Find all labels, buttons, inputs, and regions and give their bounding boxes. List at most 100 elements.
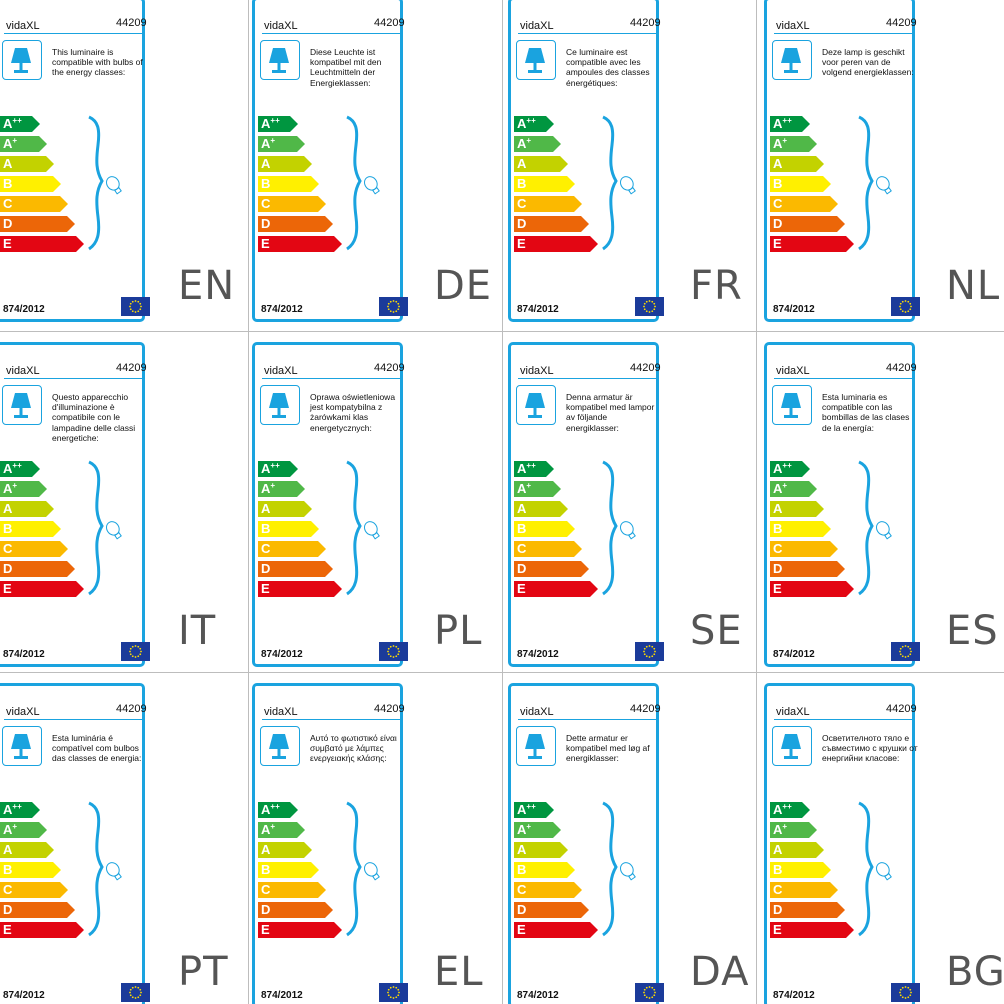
energy-class-bar xyxy=(770,116,810,132)
energy-class-arrow: E xyxy=(514,922,598,938)
energy-class-plus: + xyxy=(12,481,18,490)
eu-flag-icon xyxy=(379,983,408,1002)
energy-class-letter: E xyxy=(517,236,526,251)
energy-class-bar xyxy=(770,156,824,172)
energy-class-arrow: A+ xyxy=(258,481,305,497)
energy-class-bar xyxy=(0,156,54,172)
energy-class-letter: E xyxy=(261,236,270,251)
lamp-icon xyxy=(11,393,31,418)
brand-name: vidaXL xyxy=(520,20,554,32)
header-rule xyxy=(4,378,145,379)
energy-class-plus: ++ xyxy=(782,461,792,470)
energy-class-arrow: A++ xyxy=(514,802,554,818)
energy-class-bar xyxy=(0,882,68,898)
language-code: EN xyxy=(178,263,236,309)
regulation-number: 874/2012 xyxy=(3,990,45,1001)
language-code: FR xyxy=(690,263,743,309)
compatibility-text: Ce luminaire est compatible avec les amp… xyxy=(566,47,650,88)
bracket-icon xyxy=(858,801,892,937)
label-cell-bg: vidaXL 44209 Осветителното тяло е съвмести… xyxy=(757,683,1004,1004)
energy-class-bar xyxy=(770,882,838,898)
bracket-icon xyxy=(346,115,380,251)
header-rule xyxy=(518,378,659,379)
product-code: 44209 xyxy=(886,362,917,374)
energy-class-arrow: A+ xyxy=(0,481,47,497)
energy-class-letter: E xyxy=(261,581,270,596)
label-cell-pt: vidaXL 44209 Esta luminária é compatível c… xyxy=(0,683,248,1004)
energy-class-plus: + xyxy=(782,136,788,145)
energy-class-bar xyxy=(0,822,47,838)
energy-class-letter: C xyxy=(261,882,271,897)
energy-class-letter: B xyxy=(773,176,783,191)
grid-divider-horizontal xyxy=(0,331,1004,332)
energy-class-letter: A xyxy=(517,156,527,171)
label-cell-el: vidaXL 44209 Αυτό το φωτιστικό είναι συμβα… xyxy=(249,683,502,1004)
energy-class-arrow: D xyxy=(258,902,333,918)
regulation-number: 874/2012 xyxy=(773,649,815,660)
label-cell-fr: vidaXL 44209 Ce luminaire est compatible a… xyxy=(503,0,756,331)
energy-class-letter: C xyxy=(3,196,13,211)
energy-class-arrow: A+ xyxy=(0,822,47,838)
energy-class-arrow: D xyxy=(258,561,333,577)
energy-class-arrow: A++ xyxy=(770,802,810,818)
energy-class-arrow: A xyxy=(258,501,312,517)
energy-class-plus: ++ xyxy=(270,116,280,125)
energy-class-bar xyxy=(514,481,561,497)
energy-class-letter: D xyxy=(517,216,527,231)
energy-class-bar xyxy=(0,136,47,152)
energy-class-letter: A xyxy=(517,501,527,516)
energy-class-letter: D xyxy=(517,902,527,917)
energy-class-arrow: A+ xyxy=(770,136,817,152)
energy-class-arrow: A+ xyxy=(258,136,305,152)
energy-class-bar xyxy=(514,862,575,878)
lamp-icon-box xyxy=(516,726,556,766)
bulb-icon xyxy=(364,862,380,881)
energy-class-arrow: D xyxy=(770,561,845,577)
energy-class-letter: E xyxy=(773,236,782,251)
energy-class-letter: D xyxy=(773,902,783,917)
bulb-icon xyxy=(106,521,122,540)
lamp-icon xyxy=(269,393,289,418)
energy-class-arrow: A++ xyxy=(258,802,298,818)
energy-class-bar xyxy=(258,216,333,232)
energy-class-letter: B xyxy=(261,521,271,536)
energy-class-letter: A xyxy=(773,842,783,857)
energy-class-bar xyxy=(514,902,589,918)
energy-class-letter: E xyxy=(517,922,526,937)
energy-class-arrow: B xyxy=(514,176,575,192)
compatibility-text: Осветителното тяло е съвместимо с крушки… xyxy=(822,733,918,764)
energy-class-bar xyxy=(258,581,342,597)
energy-class-letter: B xyxy=(261,862,271,877)
energy-class-arrow: B xyxy=(514,521,575,537)
energy-class-plus: + xyxy=(270,136,276,145)
energy-class-bar xyxy=(770,136,817,152)
lamp-icon-box xyxy=(2,726,42,766)
energy-class-arrow: A+ xyxy=(0,136,47,152)
energy-class-letter: A+ xyxy=(261,822,276,837)
energy-class-bar xyxy=(514,501,568,517)
energy-class-arrow: B xyxy=(514,862,575,878)
energy-class-letter: E xyxy=(3,922,12,937)
energy-class-bar xyxy=(770,481,817,497)
energy-class-letter: E xyxy=(517,581,526,596)
energy-class-letter: A xyxy=(3,501,13,516)
energy-class-bar xyxy=(770,236,854,252)
eu-flag-icon xyxy=(891,642,920,661)
energy-class-letter: A+ xyxy=(773,481,788,496)
energy-class-plus: + xyxy=(782,822,788,831)
energy-class-bar xyxy=(258,521,319,537)
bulb-icon xyxy=(876,176,892,195)
energy-class-arrow: D xyxy=(770,216,845,232)
energy-class-letter: A++ xyxy=(773,116,792,131)
energy-class-bar xyxy=(258,136,305,152)
regulation-number: 874/2012 xyxy=(3,304,45,315)
energy-class-arrow: B xyxy=(770,176,831,192)
energy-class-bar xyxy=(770,176,831,192)
energy-class-plus: ++ xyxy=(270,802,280,811)
product-code: 44209 xyxy=(630,703,661,715)
energy-class-arrow: A xyxy=(258,842,312,858)
bulb-icon xyxy=(106,862,122,881)
energy-class-letter: B xyxy=(3,862,13,877)
label-cell-es: vidaXL 44209 Esta luminaria es compatible … xyxy=(757,342,1004,673)
label-cell-se: vidaXL 44209 Denna armatur är kompatibel m… xyxy=(503,342,756,673)
